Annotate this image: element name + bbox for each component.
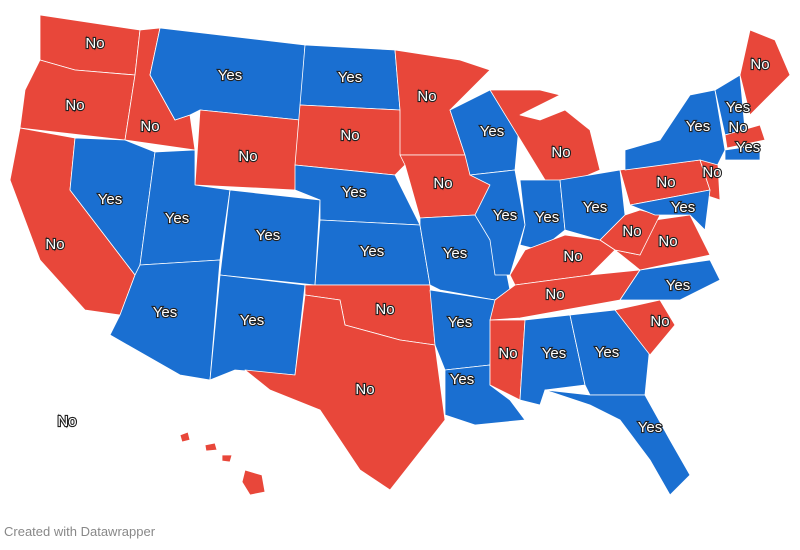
region-label: No (656, 174, 675, 191)
region (294, 104, 406, 176)
region (724, 144, 761, 161)
credit: Created with Datawrapper (4, 524, 156, 539)
region-label: No (498, 345, 517, 362)
region-label: Yes (542, 345, 566, 362)
region-label: No (45, 236, 64, 253)
region-label: Yes (443, 245, 467, 262)
region-label: Yes (736, 139, 760, 156)
region (629, 189, 711, 231)
region-label: Yes (595, 344, 619, 361)
region-label: Yes (726, 99, 750, 116)
region (221, 454, 233, 463)
region (241, 469, 266, 496)
region-label: No (140, 118, 159, 135)
region (204, 442, 218, 452)
region-label: No (340, 127, 359, 144)
region (469, 169, 526, 276)
region (544, 389, 691, 496)
region-label: Yes (360, 243, 384, 260)
region (489, 319, 526, 401)
region-label: Yes (671, 199, 695, 216)
region-label: Yes (165, 210, 189, 227)
region-label: Yes (153, 304, 177, 321)
region-label: No (85, 35, 104, 52)
region-label: Yes (686, 118, 710, 135)
region-label: Yes (338, 69, 362, 86)
region-label: Yes (240, 312, 264, 329)
region-label: Yes (98, 191, 122, 208)
region-label: Yes (256, 227, 280, 244)
region-label: Yes (450, 371, 474, 388)
region-label: No (563, 248, 582, 265)
region-label: Yes (218, 67, 242, 84)
region-label: No (545, 286, 564, 303)
region-label: Yes (480, 123, 504, 140)
region-label: No (650, 313, 669, 330)
region-label: No (622, 223, 641, 240)
region-label: No (375, 301, 394, 318)
region-label: Yes (493, 207, 517, 224)
region (614, 299, 676, 356)
region-label: No (417, 88, 436, 105)
region-label: No (57, 413, 76, 430)
region-label: Yes (666, 277, 690, 294)
region-label: Yes (448, 314, 472, 331)
region (244, 294, 446, 491)
region (699, 159, 721, 201)
region (739, 29, 791, 116)
region-label: No (238, 148, 257, 165)
region-label: No (433, 175, 452, 192)
region-label: Yes (342, 184, 366, 201)
region (109, 259, 221, 381)
region-label: Yes (583, 199, 607, 216)
region-label: No (551, 144, 570, 161)
region-label: No (65, 97, 84, 114)
region (179, 431, 191, 443)
region (724, 124, 766, 149)
region-label: No (355, 381, 374, 398)
region-label: No (750, 56, 769, 73)
region-label: No (702, 164, 721, 181)
region-label: Yes (638, 419, 662, 436)
region-label: No (658, 233, 677, 250)
region-label: No (728, 119, 747, 136)
region-label: Yes (535, 209, 559, 226)
